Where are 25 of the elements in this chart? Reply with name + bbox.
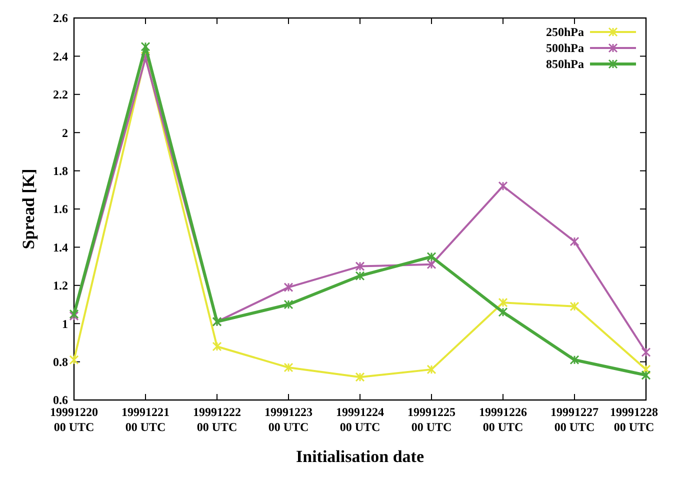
y-tick-label: 2.6 bbox=[53, 11, 68, 26]
x-tick-label: 19991228 00 UTC bbox=[610, 405, 658, 434]
y-tick-label: 2.2 bbox=[53, 88, 68, 102]
x-tick-label: 19991220 00 UTC bbox=[50, 405, 98, 434]
y-tick-label: 2.4 bbox=[53, 49, 68, 64]
y-axis-title: Spread [K] bbox=[19, 168, 38, 250]
y-tick-label: 1.6 bbox=[53, 202, 68, 216]
y-tick-label: 1.8 bbox=[53, 164, 68, 178]
x-tick-label: 19991221 00 UTC bbox=[122, 405, 170, 434]
legend-label: 850hPa bbox=[546, 57, 584, 72]
legend-label: 250hPa bbox=[546, 25, 584, 40]
y-tick-label: 1.4 bbox=[53, 240, 68, 254]
y-tick-label: 1 bbox=[62, 316, 68, 331]
x-tick-label: 19991227 00 UTC bbox=[550, 405, 598, 434]
x-tick-label: 19991225 00 UTC bbox=[408, 405, 456, 434]
y-tick-label: 2 bbox=[62, 126, 68, 140]
y-tick-label: 0.8 bbox=[53, 355, 68, 369]
x-tick-label: 19991224 00 UTC bbox=[336, 405, 384, 434]
x-tick-label: 19991226 00 UTC bbox=[479, 405, 527, 434]
y-tick-label: 0.6 bbox=[53, 393, 68, 408]
legend-label: 500hPa bbox=[546, 41, 584, 56]
x-tick-label: 19991223 00 UTC bbox=[264, 405, 312, 434]
x-axis-title: Initialisation date bbox=[296, 447, 424, 466]
x-tick-label: 19991222 00 UTC bbox=[193, 405, 241, 434]
y-tick-label: 1.2 bbox=[53, 278, 68, 293]
